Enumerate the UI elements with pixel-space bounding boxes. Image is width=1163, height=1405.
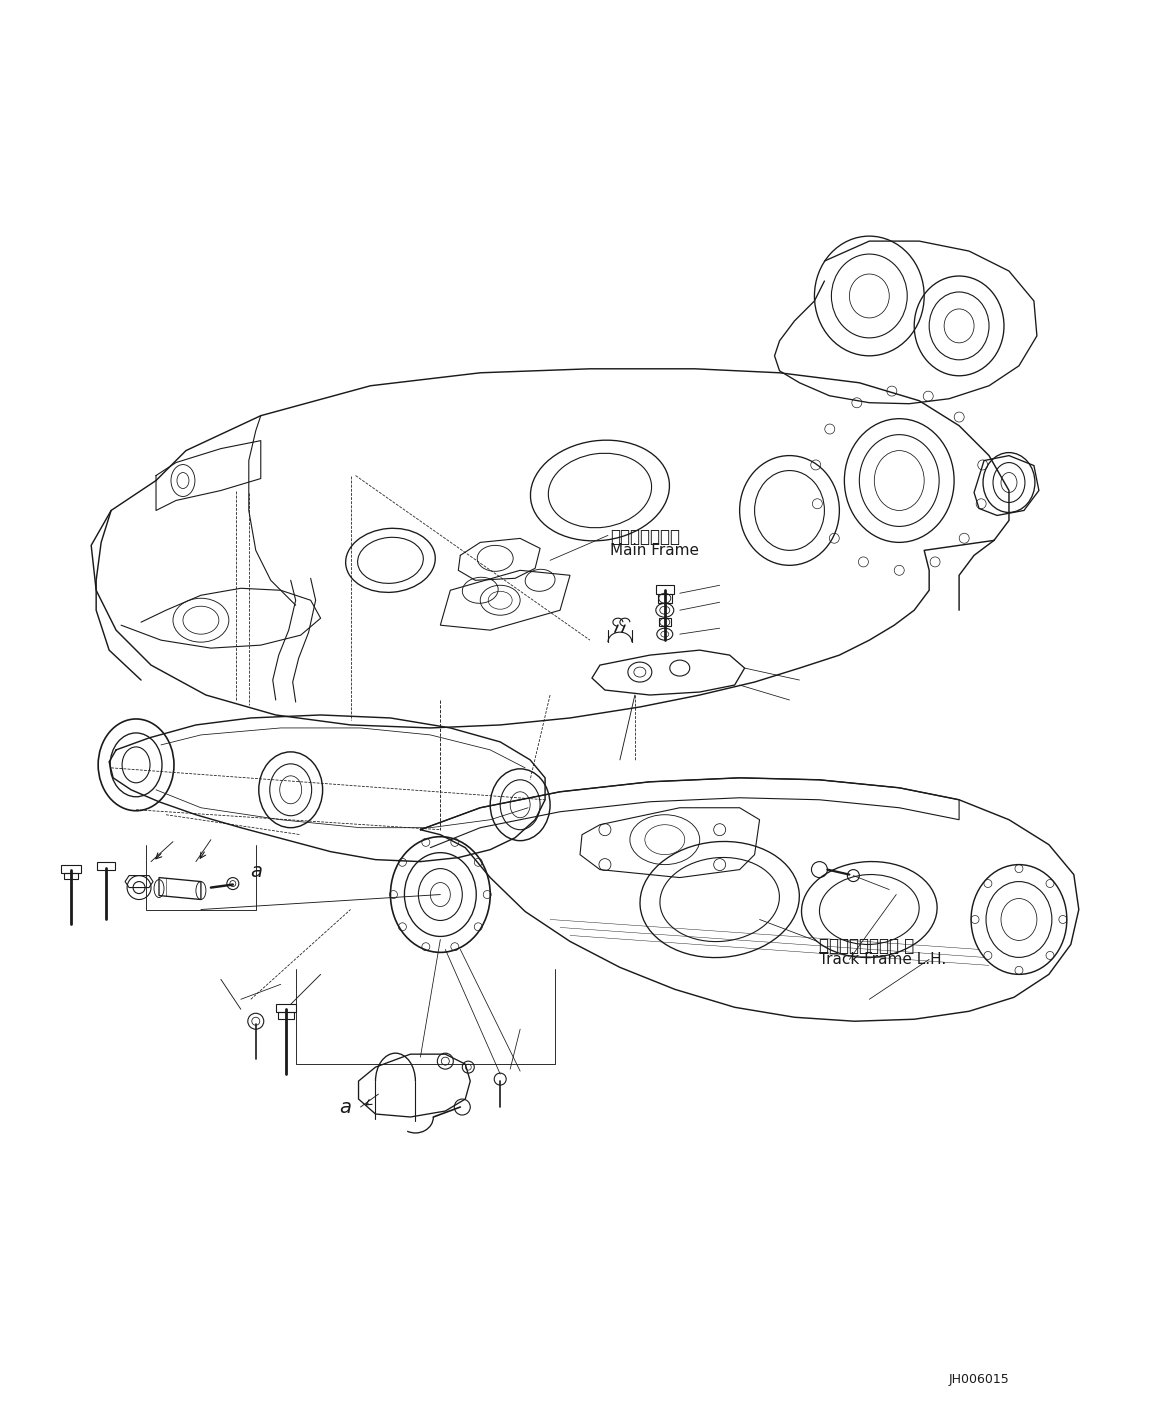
- Text: メインフレーム: メインフレーム: [609, 528, 680, 547]
- Text: a: a: [250, 863, 262, 881]
- Text: Track Frame L.H.: Track Frame L.H.: [820, 953, 947, 968]
- Text: トラックフレーム 左: トラックフレーム 左: [820, 937, 914, 955]
- Text: JH006015: JH006015: [949, 1374, 1009, 1387]
- Text: Main Frame: Main Frame: [609, 544, 699, 558]
- Text: a: a: [340, 1097, 351, 1117]
